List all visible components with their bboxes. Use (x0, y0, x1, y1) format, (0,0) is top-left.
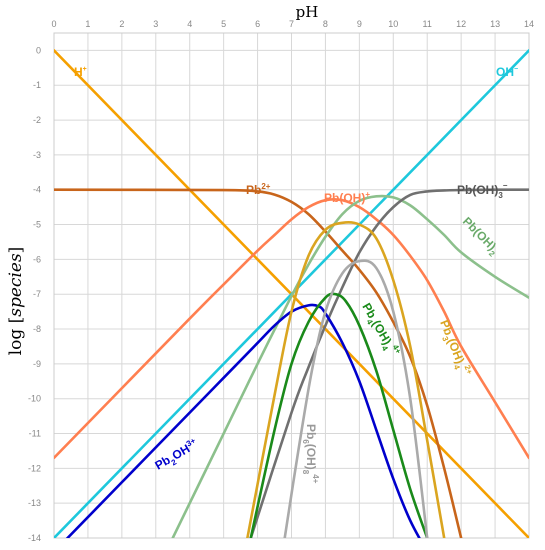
x-tick-label: 5 (221, 19, 226, 29)
series-line-pb3oh4 (246, 220, 446, 538)
chart-grid (53, 32, 530, 539)
x-tick-label: 14 (524, 19, 534, 29)
y-axis-title-species: species (6, 253, 26, 317)
y-tick-label: -2 (33, 115, 41, 125)
y-tick-label: -5 (33, 220, 41, 230)
y-tick-label: 0 (36, 45, 41, 55)
label-pb6oh8: Pb6(OH)84+ (301, 424, 320, 484)
x-tick-label: 0 (51, 19, 56, 29)
y-axis-title-open: log [ (6, 317, 26, 356)
tick-labels: 0 1 2 3 4 5 6 7 8 9 10 11 12 13 140-1-2-3-4-5-6-7-8-9-… (28, 19, 534, 543)
label-pboh2: Pb(OH)2 (458, 214, 503, 259)
label-pb2oh-sup: 3+ (185, 436, 198, 449)
label-pboh2-text: Pb(OH) (460, 214, 499, 253)
x-tick-label: 4 (187, 19, 192, 29)
label-pb4oh4-sup: 4+ (391, 343, 404, 356)
x-tick-label: 8 (323, 19, 328, 29)
y-tick-label: -10 (28, 394, 41, 404)
series-line-pboh (54, 198, 529, 460)
y-tick-label: -8 (33, 324, 41, 334)
x-tick-label: 11 (423, 19, 432, 29)
label-pb2oh-text-a: Pb (153, 453, 173, 473)
label-pb2oh-sub: 2 (170, 457, 179, 467)
label-pb6oh8-sub2: 8 (301, 470, 310, 475)
label-pb4oh4-text-a: Pb (359, 301, 379, 321)
label-pb3oh4-sup: 2+ (463, 364, 475, 376)
y-tick-label: -1 (33, 80, 41, 90)
series-line-pboh3 (249, 188, 529, 538)
label-pboh-sup: + (365, 190, 370, 199)
label-h-text: H (74, 65, 83, 79)
label-pboh3-text: Pb(OH) (457, 183, 498, 197)
y-tick-label: -14 (28, 533, 41, 543)
x-tick-label: 7 (289, 19, 294, 29)
label-pb6oh8-sub1: 6 (301, 439, 310, 444)
x-tick-label: 12 (456, 19, 466, 29)
label-pb3oh4-text-b: (OH) (445, 336, 468, 365)
x-tick-label: 10 (388, 19, 398, 29)
label-pb2-sup: 2+ (261, 182, 270, 191)
label-pb3oh4-text-a: Pb (437, 318, 456, 337)
y-tick-label: -9 (33, 359, 41, 369)
label-pboh: Pb(OH)+ (324, 190, 370, 205)
label-oh-sup: − (514, 66, 518, 73)
y-tick-label: -7 (33, 289, 41, 299)
x-tick-label: 9 (357, 19, 362, 29)
label-pb6oh8-text-a: Pb (304, 424, 318, 439)
x-tick-label: 6 (255, 19, 260, 29)
x-axis-title: pH (296, 3, 319, 21)
x-tick-label: 13 (490, 19, 500, 29)
series-line-pb2oh (65, 303, 421, 538)
label-pboh-text: Pb(OH) (324, 191, 365, 205)
label-pb4oh4-sub1: 4 (364, 318, 374, 327)
label-pb3oh4-sub1: 3 (440, 335, 450, 343)
label-pboh3-sub: 3 (498, 191, 503, 200)
label-pb2oh: Pb2OH3+ (152, 436, 202, 475)
y-tick-label: -4 (33, 185, 41, 195)
x-tick-label: 1 (85, 19, 90, 29)
label-oh: OH− (496, 65, 518, 79)
y-axis-title: log [species] (6, 247, 26, 356)
label-pb2-text: Pb (246, 183, 261, 197)
label-pb4oh4-text-b: (OH) (369, 318, 394, 348)
y-tick-label: -6 (33, 254, 41, 264)
label-h: H+ (74, 65, 87, 79)
label-pboh3-sup: − (503, 181, 508, 190)
label-pboh2-sub: 2 (487, 249, 497, 259)
series-line-pb6oh8 (283, 259, 429, 538)
x-tick-label: 3 (153, 19, 158, 29)
series-line-pb4oh4 (249, 292, 429, 538)
label-pb2: Pb2+ (246, 182, 271, 197)
y-axis-title-close: ] (6, 247, 26, 254)
label-pb6oh8-sup: 4+ (311, 474, 320, 483)
label-pb6oh8-text-b: (OH) (304, 444, 318, 470)
label-pb4oh4-sub2: 4 (380, 344, 390, 353)
series-line-pboh2 (171, 194, 529, 538)
label-pb3oh4: Pb3(OH)42+ (434, 317, 474, 379)
series-line-pb2 (54, 188, 463, 538)
x-tick-label: 2 (119, 19, 124, 29)
plot-frame (53, 32, 530, 539)
y-tick-label: -13 (28, 498, 41, 508)
label-pb3oh4-sub2: 4 (452, 363, 462, 371)
y-tick-label: -11 (29, 429, 41, 439)
series-lines (54, 49, 529, 538)
label-pboh3: Pb(OH)3− (457, 181, 508, 200)
y-tick-label: -12 (28, 463, 41, 473)
y-tick-label: -3 (33, 150, 41, 160)
label-h-sup: + (83, 66, 87, 73)
label-oh-text: OH (496, 65, 514, 79)
